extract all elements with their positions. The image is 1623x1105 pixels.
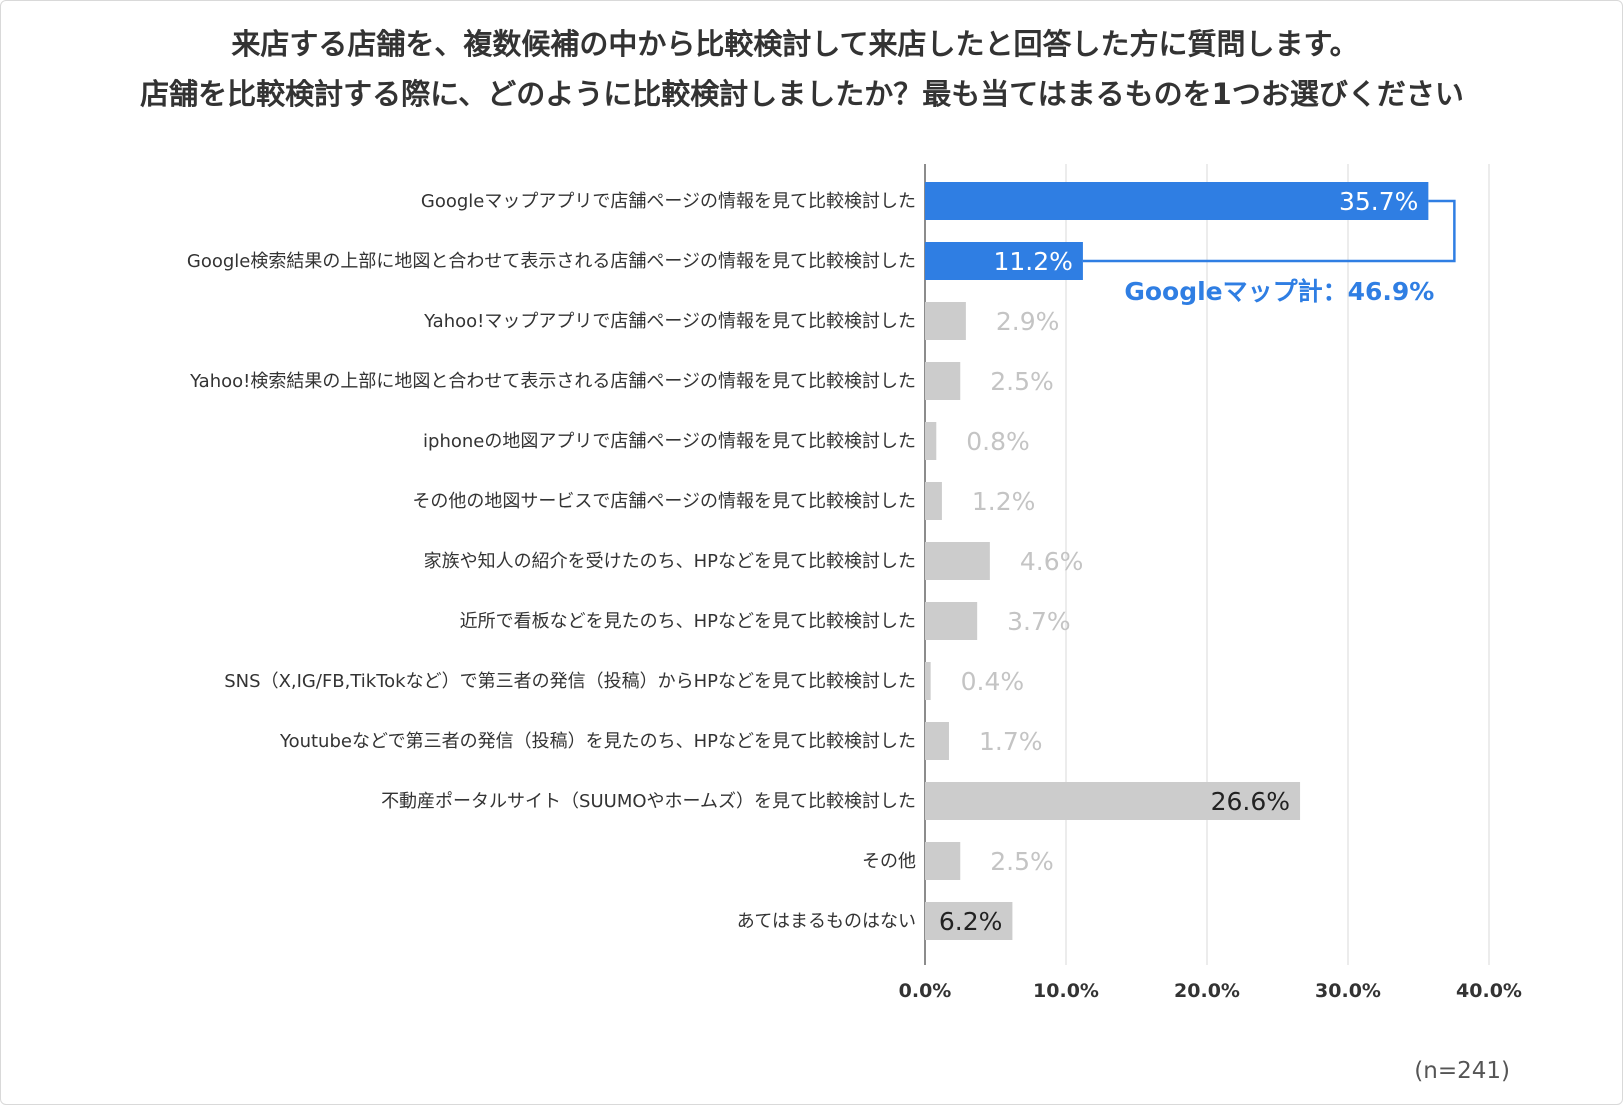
data-label-11: 2.5% xyxy=(990,847,1054,876)
data-label-2: 2.9% xyxy=(996,307,1060,336)
x-tick-label-30: 30.0% xyxy=(1315,980,1381,1002)
bar-4 xyxy=(925,422,937,460)
data-label-4: 0.8% xyxy=(966,427,1030,456)
bar-6 xyxy=(925,542,990,580)
data-label-3: 2.5% xyxy=(990,367,1054,396)
sample-size-note: (n=241) xyxy=(1414,1058,1510,1084)
x-tick-label-0: 0.0% xyxy=(899,980,952,1002)
category-label-9: Youtubeなどで第三者の発信（投稿）を見たのち、HPなどを見て比較検討した xyxy=(279,731,916,752)
data-label-6: 4.6% xyxy=(1020,547,1084,576)
bar-8 xyxy=(925,662,931,700)
bar-3 xyxy=(925,362,961,400)
data-label-9: 1.7% xyxy=(979,727,1043,756)
bar-0 xyxy=(925,182,1429,220)
x-tick-label-40: 40.0% xyxy=(1456,980,1522,1002)
data-label-12: 6.2% xyxy=(939,907,1003,936)
category-label-2: Yahoo!マップアプリで店舗ページの情報を見て比較検討した xyxy=(423,311,916,332)
x-tick-label-20: 20.0% xyxy=(1174,980,1240,1002)
bars xyxy=(925,182,1429,940)
bar-12 xyxy=(925,902,1013,940)
category-label-1: Google検索結果の上部に地図と合わせて表示される店舗ページの情報を見て比較検… xyxy=(187,251,916,272)
category-label-6: 家族や知人の紹介を受けたのち、HPなどを見て比較検討した xyxy=(424,551,916,572)
category-label-8: SNS（X,IG/FB,TikTokなど）で第三者の発信（投稿）からHPなどを見… xyxy=(224,671,916,692)
bar-9 xyxy=(925,722,949,760)
bar-7 xyxy=(925,602,978,640)
data-label-10: 26.6% xyxy=(1211,787,1290,816)
bar-11 xyxy=(925,842,961,880)
chart-title-line-1: 来店する店舗を、複数候補の中から比較検討して来店したと回答した方に質問します。 xyxy=(231,27,1358,61)
category-label-7: 近所で看板などを見たのち、HPなどを見て比較検討した xyxy=(460,611,916,632)
x-axis-ticks: 0.0% 10.0% 20.0% 30.0% 40.0% xyxy=(899,980,1522,1002)
x-tick-label-10: 10.0% xyxy=(1033,980,1099,1002)
google-total-bracket: Googleマップ計：46.9% xyxy=(1082,199,1456,306)
category-label-3: Yahoo!検索結果の上部に地図と合わせて表示される店舗ページの情報を見て比較検… xyxy=(189,371,916,392)
data-labels: 35.7% 11.2% 2.9% 2.5% 0.8% 1.2% 4.6% 3.7% 0.4% 1.… xyxy=(939,187,1418,936)
category-label-12: あてはまるものはない xyxy=(737,911,916,932)
data-label-0: 35.7% xyxy=(1339,187,1418,216)
bracket-total-label: Googleマップ計：46.9% xyxy=(1124,277,1434,306)
bar-2 xyxy=(925,302,966,340)
bar-1 xyxy=(925,242,1083,280)
data-label-7: 3.7% xyxy=(1007,607,1071,636)
bar-5 xyxy=(925,482,942,520)
bracket-line xyxy=(1082,199,1456,263)
data-label-8: 0.4% xyxy=(961,667,1025,696)
category-label-5: その他の地図サービスで店舗ページの情報を見て比較検討した xyxy=(412,491,916,512)
category-label-0: Googleマップアプリで店舗ページの情報を見て比較検討した xyxy=(421,191,916,212)
category-labels: Googleマップアプリで店舗ページの情報を見て比較検討した Google検索結果… xyxy=(187,191,916,932)
chart-title-line-2: 店舗を比較検討する際に、どのように比較検討しましたか？最も当てはまるものを1つお… xyxy=(140,77,1464,111)
data-label-1: 11.2% xyxy=(993,247,1072,276)
bar-10 xyxy=(925,782,1301,820)
data-label-5: 1.2% xyxy=(972,487,1036,516)
category-label-10: 不動産ポータルサイト（SUUMOやホームズ）を見て比較検討した xyxy=(381,791,916,812)
category-label-4: iphoneの地図アプリで店舗ページの情報を見て比較検討した xyxy=(423,431,916,452)
category-label-11: その他 xyxy=(862,851,916,872)
